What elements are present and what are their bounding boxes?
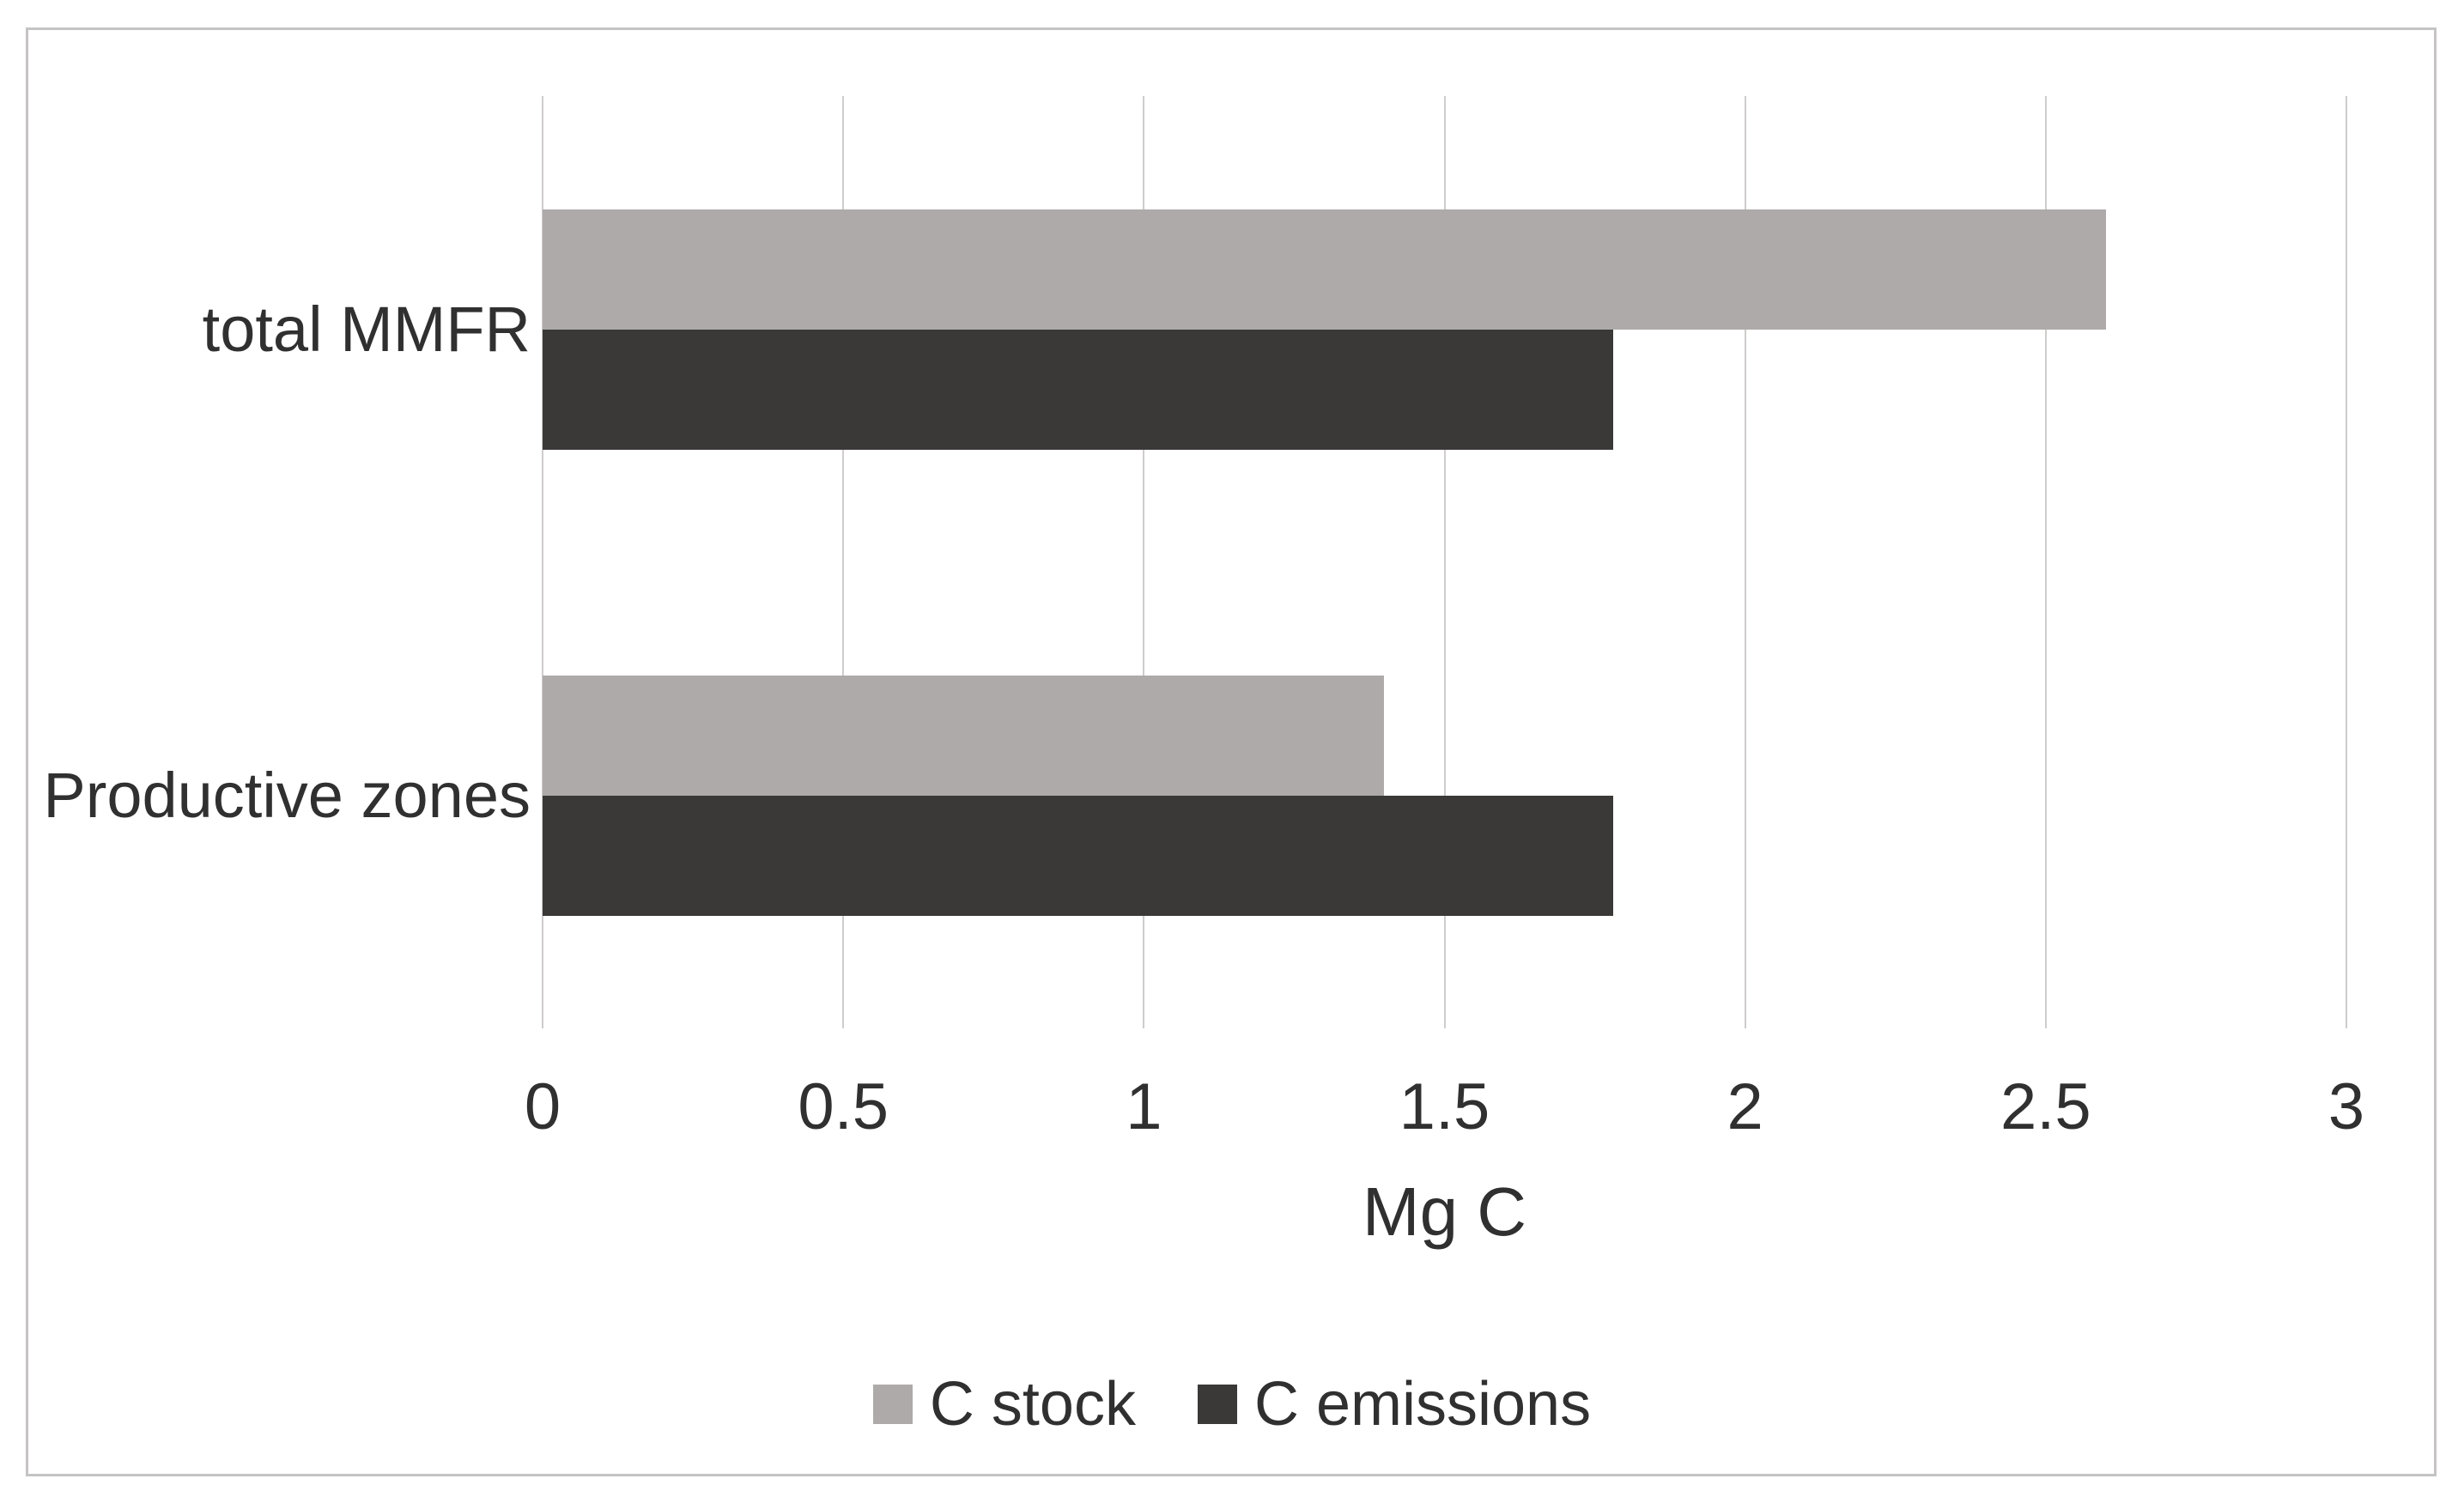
- x-tick-label: 1: [1126, 1070, 1162, 1143]
- x-axis-title: Mg C: [1362, 1173, 1527, 1250]
- x-tick-label: 1.5: [1399, 1070, 1490, 1143]
- x-tick-label: 0.5: [798, 1070, 889, 1143]
- legend-label: C stock: [929, 1370, 1136, 1439]
- gridline: [1443, 96, 1446, 1028]
- gridline: [1143, 96, 1145, 1028]
- category-label: Productive zones: [43, 759, 531, 831]
- bar-c-stock: [543, 675, 1384, 796]
- gridline: [2044, 96, 2047, 1028]
- category-label: total MMFR: [202, 293, 531, 365]
- gridline: [1744, 96, 1746, 1028]
- x-tick-label: 3: [2327, 1070, 2365, 1143]
- bar-c-emissions: [543, 329, 1613, 450]
- legend: C stock C emissions: [0, 1373, 2464, 1435]
- gridline: [542, 96, 543, 1028]
- gridline: [842, 96, 845, 1028]
- bar-c-emissions: [543, 795, 1613, 916]
- legend-label: C emissions: [1253, 1370, 1592, 1439]
- legend-item: C stock: [872, 1370, 1136, 1439]
- legend-swatch: [872, 1385, 913, 1424]
- gridline: [2346, 96, 2347, 1028]
- legend-swatch: [1197, 1385, 1237, 1424]
- bar-c-stock: [543, 209, 2106, 330]
- x-tick-label: 2.5: [2000, 1070, 2091, 1143]
- x-tick-label: 2: [1727, 1070, 1763, 1143]
- legend-item: C emissions: [1197, 1370, 1592, 1439]
- x-tick-label: 0: [524, 1070, 561, 1143]
